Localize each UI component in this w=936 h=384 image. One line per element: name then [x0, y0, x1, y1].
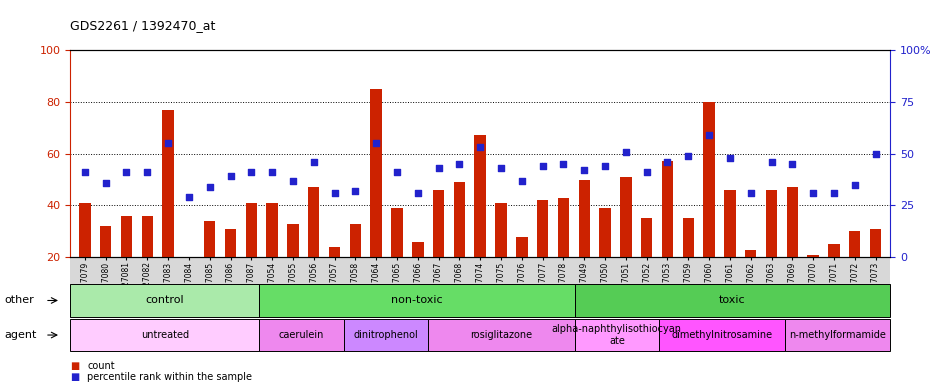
Bar [827, 244, 839, 309]
Bar [869, 229, 881, 309]
Point [119, 169, 134, 175]
Bar [225, 229, 236, 309]
Bar [786, 187, 797, 309]
Bar [162, 109, 173, 309]
Text: alpha-naphthylisothiocyan
ate: alpha-naphthylisothiocyan ate [551, 324, 681, 346]
Point [410, 190, 425, 196]
Bar [620, 177, 631, 309]
Text: percentile rank within the sample: percentile rank within the sample [87, 372, 252, 382]
Bar [432, 190, 444, 309]
Text: ■: ■ [70, 361, 80, 371]
Point [160, 140, 175, 146]
Point [784, 161, 799, 167]
Bar [453, 182, 464, 309]
Point [659, 159, 674, 165]
Bar [578, 180, 590, 309]
Point [805, 190, 820, 196]
Point [389, 169, 404, 175]
Bar [661, 161, 672, 309]
Point [306, 159, 321, 165]
Point [618, 149, 633, 155]
Bar [848, 231, 859, 309]
Bar [640, 218, 651, 309]
Text: n-methylformamide: n-methylformamide [788, 330, 885, 340]
Bar [349, 223, 360, 309]
Bar [204, 221, 215, 309]
Bar [308, 187, 319, 309]
Point [327, 190, 342, 196]
Text: agent: agent [5, 330, 37, 340]
Point [722, 155, 737, 161]
Point [514, 177, 529, 184]
Bar [121, 216, 132, 309]
Point [577, 167, 592, 173]
Bar [329, 247, 340, 309]
Point [264, 169, 279, 175]
Point [98, 180, 113, 186]
Text: untreated: untreated [140, 330, 189, 340]
Bar [183, 257, 195, 309]
Text: caerulein: caerulein [279, 330, 324, 340]
Bar [370, 89, 382, 309]
Bar [807, 255, 818, 309]
Point [742, 190, 757, 196]
Text: other: other [5, 295, 35, 306]
Bar [412, 242, 423, 309]
Bar [536, 200, 548, 309]
Bar [557, 198, 568, 309]
Point [763, 159, 778, 165]
Point [701, 132, 716, 138]
Bar [266, 203, 278, 309]
Bar [495, 203, 506, 309]
Text: toxic: toxic [719, 295, 745, 306]
Bar [287, 223, 299, 309]
Bar [703, 102, 714, 309]
Point [139, 169, 154, 175]
Point [223, 173, 238, 179]
Point [680, 152, 695, 159]
Point [534, 163, 549, 169]
Point [597, 163, 612, 169]
Bar [474, 136, 486, 309]
Bar [100, 226, 111, 309]
Point [472, 144, 487, 151]
Text: dinitrophenol: dinitrophenol [353, 330, 417, 340]
Point [78, 169, 93, 175]
Point [368, 140, 383, 146]
Bar [141, 216, 153, 309]
Bar [391, 208, 402, 309]
Point [243, 169, 258, 175]
Text: control: control [145, 295, 184, 306]
Point [638, 169, 653, 175]
Bar [79, 203, 91, 309]
Bar [724, 190, 735, 309]
Bar [765, 190, 777, 309]
Text: rosiglitazone: rosiglitazone [470, 330, 532, 340]
Point [555, 161, 570, 167]
Point [431, 165, 446, 171]
Point [493, 165, 508, 171]
Point [285, 177, 300, 184]
Point [347, 188, 362, 194]
Text: non-toxic: non-toxic [391, 295, 443, 306]
Text: count: count [87, 361, 114, 371]
Text: ■: ■ [70, 372, 80, 382]
Point [182, 194, 197, 200]
Bar [599, 208, 610, 309]
Point [451, 161, 466, 167]
Bar [744, 250, 755, 309]
Point [202, 184, 217, 190]
Point [867, 151, 882, 157]
Point [826, 190, 841, 196]
Text: dimethylnitrosamine: dimethylnitrosamine [671, 330, 771, 340]
Bar [681, 218, 694, 309]
Point [846, 182, 861, 188]
Bar [245, 203, 256, 309]
Text: GDS2261 / 1392470_at: GDS2261 / 1392470_at [70, 19, 215, 32]
Bar [516, 237, 527, 309]
